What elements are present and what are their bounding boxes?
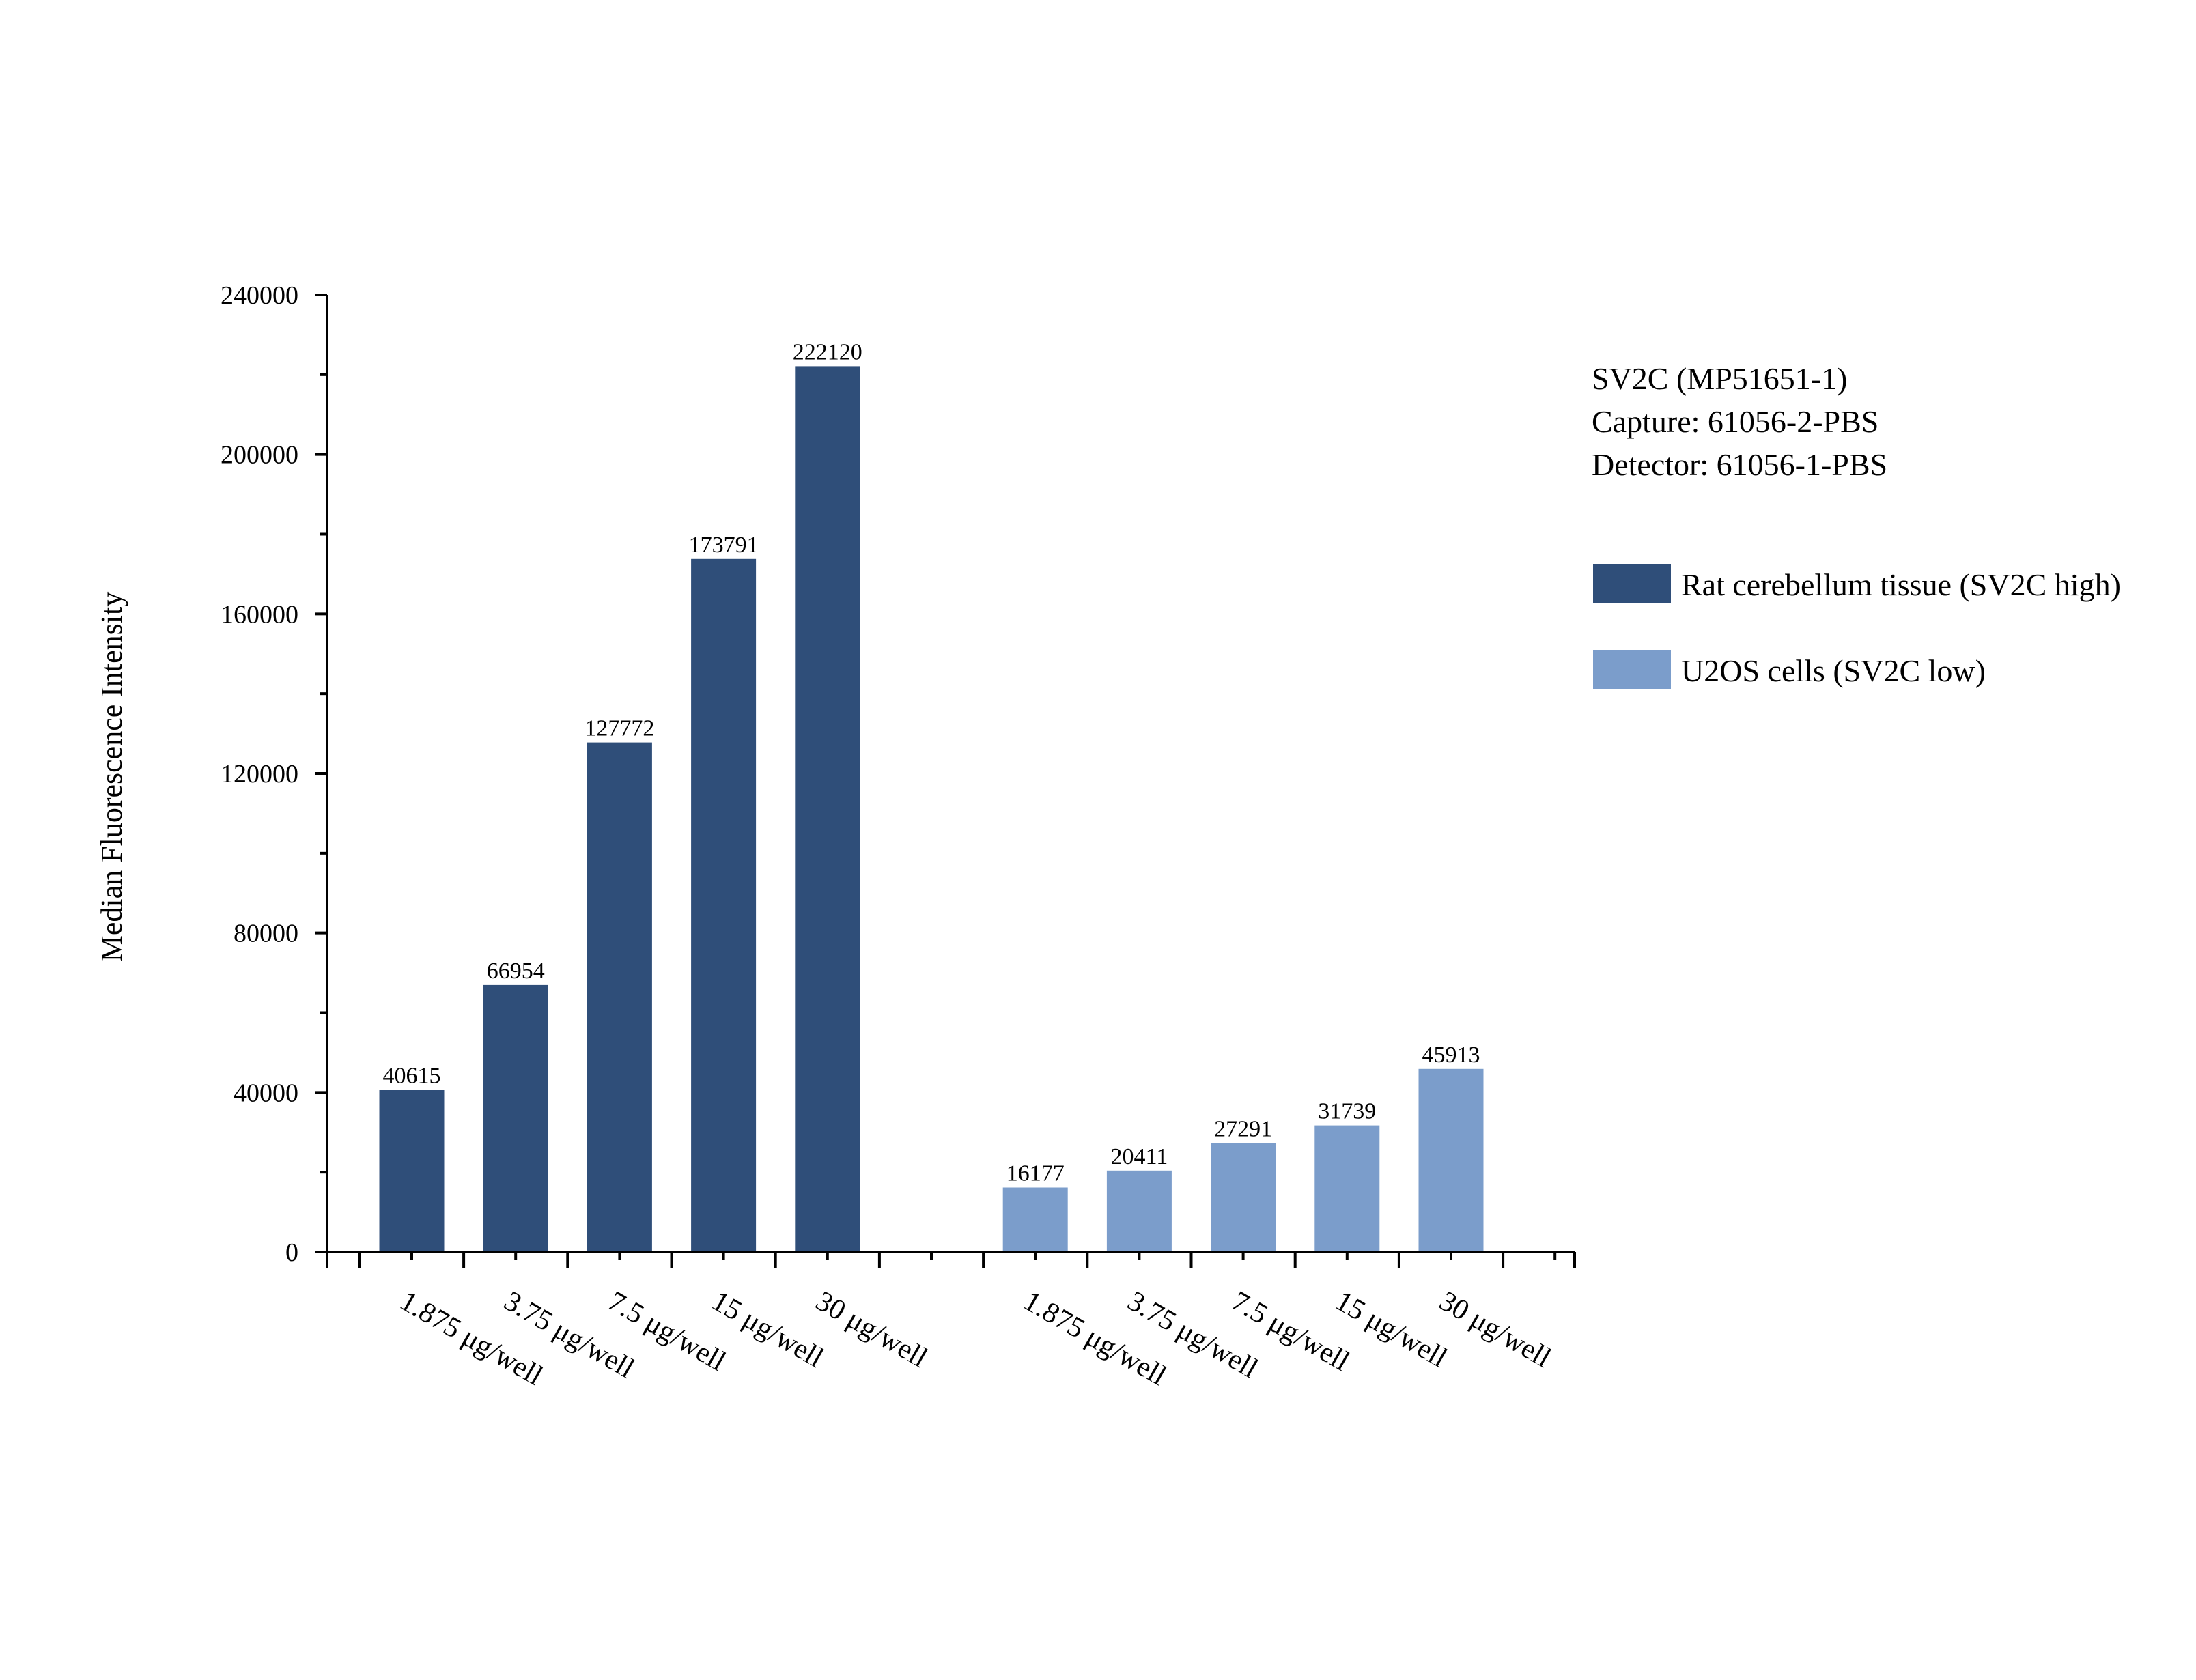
info-line-antibody: SV2C (MP51651-1) [1592, 361, 1847, 396]
legend-swatch-rat-cerebellum [1593, 564, 1671, 603]
x-tick-label: 30 μg/well [811, 1285, 933, 1374]
bar [1418, 1068, 1484, 1252]
data-label: 31739 [1318, 1099, 1376, 1124]
info-line-detector: Detector: 61056-1-PBS [1592, 447, 1887, 482]
y-tick-label: 240000 [221, 281, 298, 310]
data-label: 127772 [585, 716, 654, 741]
data-label: 66954 [487, 958, 545, 984]
y-tick-label: 120000 [221, 760, 298, 788]
info-block: SV2C (MP51651-1) Capture: 61056-2-PBS De… [1592, 361, 1887, 482]
y-axis: 0 40000 80000 120000 160000 200000 240000 [221, 281, 328, 1267]
bar [483, 984, 548, 1252]
bar [379, 1090, 445, 1252]
bar [691, 558, 757, 1252]
legend-swatch-u2os [1593, 650, 1671, 689]
info-line-capture: Capture: 61056-2-PBS [1592, 404, 1878, 439]
y-tick-label: 80000 [234, 920, 298, 948]
data-label: 20411 [1111, 1144, 1168, 1169]
data-label: 45913 [1422, 1042, 1480, 1068]
data-label: 27291 [1214, 1117, 1272, 1142]
bar [1314, 1125, 1380, 1252]
bar [1211, 1143, 1276, 1252]
legend: Rat cerebellum tissue (SV2C high) U2OS c… [1593, 564, 2121, 689]
bar [587, 742, 652, 1252]
x-tick-label: 30 μg/well [1434, 1285, 1556, 1374]
legend-label-rat-cerebellum: Rat cerebellum tissue (SV2C high) [1681, 567, 2121, 602]
y-tick-label: 200000 [221, 441, 298, 470]
y-axis-title: Median Fluorescence Intensity [95, 592, 128, 963]
bar [795, 366, 860, 1252]
bar [1002, 1187, 1068, 1252]
data-label: 173791 [689, 532, 759, 558]
y-tick-label: 40000 [234, 1079, 298, 1107]
legend-label-u2os: U2OS cells (SV2C low) [1681, 653, 1986, 688]
y-tick-label: 0 [285, 1238, 298, 1267]
data-label: 40615 [383, 1064, 441, 1089]
plot-area: 40615 66954 127772 173791 222120 16177 20411 27… [379, 339, 1484, 1252]
data-label: 222120 [793, 339, 862, 365]
bar [1106, 1170, 1172, 1252]
y-tick-label: 160000 [221, 600, 298, 629]
data-label: 16177 [1006, 1161, 1065, 1186]
